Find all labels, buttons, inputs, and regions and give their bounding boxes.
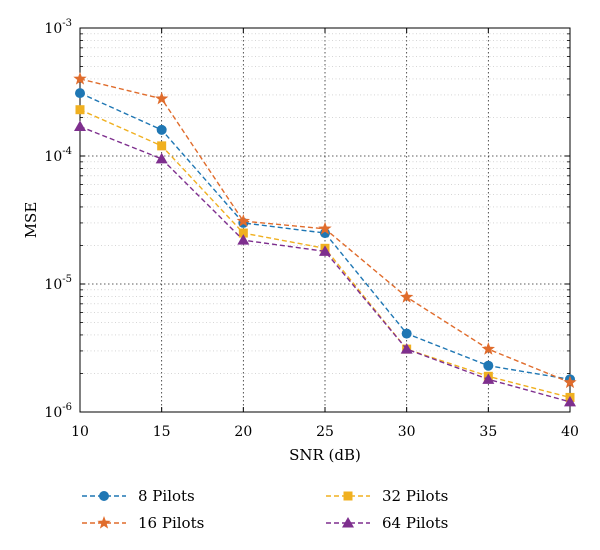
y-tick-label-base: 10 — [44, 21, 62, 37]
y-tick-label-exponent: -5 — [62, 274, 72, 285]
data-point — [237, 234, 250, 245]
legend-marker — [97, 516, 111, 529]
x-tick-label: 40 — [561, 424, 579, 440]
y-tick-label-base: 10 — [44, 277, 62, 293]
data-point — [481, 342, 495, 355]
legend-marker — [343, 491, 353, 501]
legend-entry: 16 Pilots — [82, 514, 204, 532]
grid — [80, 28, 570, 412]
y-tick-labels: 10-610-510-410-3 — [44, 18, 72, 421]
legend-label: 8 Pilots — [138, 487, 195, 505]
y-tick-label: 10-6 — [44, 402, 72, 421]
data-point — [155, 152, 168, 164]
y-tick-label-exponent: -6 — [62, 402, 72, 413]
legend-label: 64 Pilots — [382, 514, 448, 532]
data-point — [238, 228, 248, 238]
data-point — [156, 124, 167, 135]
legend-entry: 8 Pilots — [82, 487, 195, 505]
y-tick-label-exponent: -3 — [62, 18, 72, 29]
legend-entry: 64 Pilots — [326, 514, 448, 532]
data-point — [319, 245, 331, 256]
x-tick-label: 15 — [153, 424, 171, 440]
x-tick-label: 25 — [316, 424, 334, 440]
data-point — [564, 395, 576, 407]
data-point — [400, 343, 413, 354]
legend-entry: 32 Pilots — [326, 487, 448, 505]
y-tick-label: 10-5 — [44, 274, 72, 293]
y-tick-label: 10-4 — [44, 146, 72, 165]
data-point — [75, 88, 85, 99]
y-tick-label-exponent: -4 — [62, 146, 72, 157]
x-tick-label: 20 — [234, 424, 252, 440]
x-tick-labels: 10 15 20 25 30 35 40 — [71, 424, 579, 440]
data-point — [74, 120, 86, 132]
x-tick-label: 10 — [71, 424, 89, 440]
data-point — [400, 290, 414, 303]
y-tick-label: 10-3 — [44, 18, 72, 37]
legend-label: 32 Pilots — [382, 487, 448, 505]
y-tick-label-base: 10 — [44, 405, 62, 421]
data-point — [401, 328, 412, 339]
x-axis-title: SNR (dB) — [289, 446, 361, 464]
data-point — [318, 221, 332, 235]
axis-ticks — [79, 28, 571, 413]
legend-label: 16 Pilots — [138, 514, 204, 532]
data-point — [75, 105, 85, 115]
x-tick-label: 30 — [398, 424, 416, 440]
data-point — [482, 373, 495, 384]
legend: 8 Pilots 16 Pilots 32 Pilots 64 Pilots — [82, 487, 448, 532]
data-point — [73, 71, 87, 85]
series-64-pilots — [74, 120, 576, 407]
x-tick-label: 35 — [479, 424, 497, 440]
data-point — [157, 141, 167, 151]
legend-marker — [342, 517, 354, 528]
series-16-pilots — [73, 71, 577, 389]
data-point — [483, 360, 494, 371]
y-tick-label-base: 10 — [44, 149, 62, 165]
data-point — [236, 214, 250, 227]
data-point — [563, 375, 577, 389]
legend-marker — [99, 491, 109, 501]
data-point — [155, 91, 169, 105]
series — [73, 71, 577, 407]
y-axis-title: MSE — [22, 202, 40, 239]
